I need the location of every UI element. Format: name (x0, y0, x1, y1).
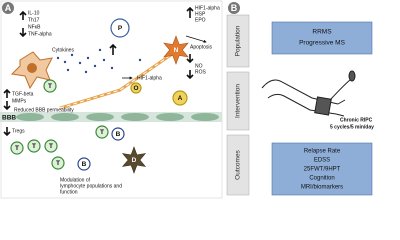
cell (10, 141, 24, 155)
cell (51, 156, 65, 170)
panel-label: B (231, 3, 238, 13)
section-tab (226, 71, 250, 131)
outcomes-box (271, 142, 373, 196)
cell-label: T (49, 143, 53, 150)
intervention-item: Chronic RIPC (340, 117, 373, 123)
section-tab (226, 14, 250, 68)
bbb-label: BBB (2, 115, 16, 122)
cell-label: P (118, 25, 123, 32)
tregs-label: Tregs (12, 128, 25, 134)
cell (27, 139, 41, 153)
axon (59, 48, 179, 110)
arm-illustration (261, 70, 356, 117)
panel-label: A (5, 3, 12, 13)
cell-label: T (56, 160, 60, 167)
cell (163, 35, 189, 65)
cell (44, 139, 58, 153)
cell (111, 127, 125, 141)
outcome-item: MRI/biomarkers (301, 185, 343, 191)
apoptosis-label: Apoptosis (190, 44, 212, 50)
intervention-item: 5 cycles/5 min/day (330, 124, 374, 130)
cell-label: N (174, 47, 179, 54)
cell-label: T (100, 129, 104, 136)
panel-label-badge (2, 2, 14, 14)
macrophage (10, 51, 53, 90)
panel-b: B Population Intervention Outcomes RRMS … (226, 2, 374, 196)
barrier-marker: MMPs (12, 98, 27, 104)
panel-label-badge (228, 2, 240, 14)
cytokine-marker: NFκB (28, 24, 41, 30)
outcome-item: Relapse Rate (304, 149, 341, 155)
bbb-permeability: Reduced BBB permeability (14, 107, 74, 113)
cell (110, 18, 130, 38)
section-title: Population (235, 25, 242, 56)
modulation-text: Modulation of (60, 177, 91, 183)
modulation-text: lymphocyte populations and (60, 183, 122, 189)
cell-label: B (116, 131, 121, 138)
stress-marker: ROS (195, 69, 207, 75)
cell-label: B (82, 161, 87, 168)
cell (77, 157, 91, 171)
cytokine-marker: IL-10 (28, 10, 40, 16)
cell (121, 146, 147, 174)
population-item: Progressive MS (299, 40, 346, 47)
neuron-marker: HIF1-alpha (195, 5, 220, 11)
cell-label: O (133, 85, 138, 92)
oligo-marker: HIF1-alpha (137, 75, 162, 81)
cytokine-dots (56, 48, 142, 74)
cell-label: A (178, 95, 183, 102)
apoptosis-arrow (185, 35, 207, 43)
figure: A (0, 0, 374, 199)
section-title: Intervention (235, 84, 242, 118)
outcome-item: 25FWT/9HPT (304, 167, 341, 173)
cell-label: T (15, 145, 19, 152)
neuron-marker: EPO (195, 17, 206, 23)
section-tab (226, 134, 250, 196)
population-item: RRMS (312, 29, 332, 36)
cell-label: T (48, 83, 52, 90)
section-title: Outcomes (235, 149, 242, 179)
arrows (3, 6, 194, 137)
cells: P N A O T T T T T B T B D (10, 18, 189, 174)
cell (43, 79, 57, 93)
cell (172, 90, 188, 106)
stress-marker: NO (195, 63, 203, 69)
cell-label: D (132, 157, 137, 164)
modulation-text: function (60, 189, 78, 195)
panel-a: A (0, 0, 223, 199)
endothelial-cells (16, 113, 219, 121)
neuron-marker: HSP (195, 11, 206, 17)
outcome-item: EDSS (314, 158, 330, 164)
cell (130, 82, 142, 94)
population-box (271, 21, 373, 55)
outcome-item: Cognition (309, 176, 334, 182)
cytokine-marker: Th17 (28, 17, 40, 23)
cytokines-label: Cytokines (52, 47, 74, 53)
cytokine-marker: TNF-alpha (28, 31, 52, 37)
cell (95, 125, 109, 139)
barrier-marker: TGF-beta (12, 91, 34, 97)
cell-label: T (32, 143, 36, 150)
